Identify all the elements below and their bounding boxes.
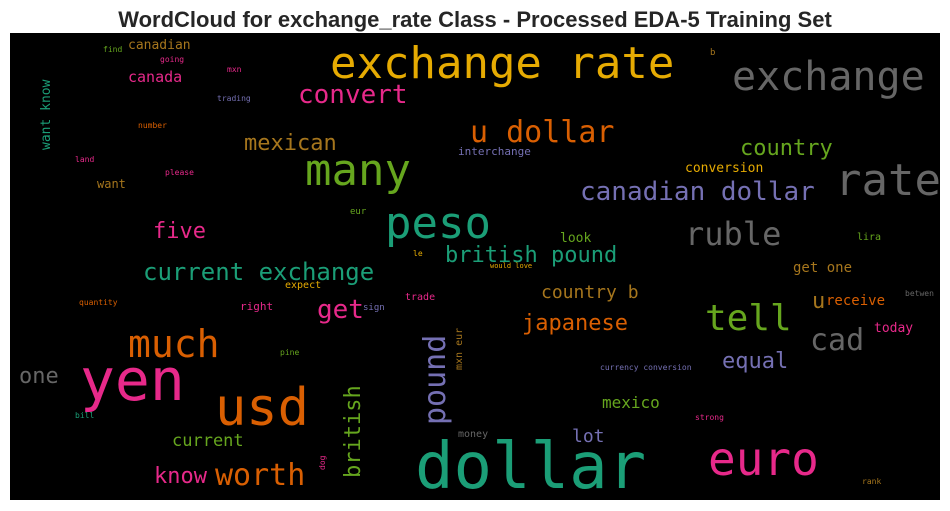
word: right [240, 300, 273, 313]
word: interchange [458, 145, 531, 158]
word: u [812, 289, 825, 314]
word: please [165, 168, 194, 177]
word: lot [572, 426, 605, 447]
word: receive [826, 293, 885, 309]
word: rate [835, 155, 941, 206]
word: worth [215, 458, 305, 493]
word: tell [705, 298, 792, 339]
word: get [317, 295, 364, 325]
word: le [413, 249, 423, 258]
word: currency conversion [600, 363, 692, 372]
word: expect [285, 280, 321, 291]
word: strong [695, 413, 724, 422]
word: want [97, 177, 126, 191]
word: trading [217, 94, 251, 103]
word: money [458, 429, 488, 440]
word: bill [75, 411, 94, 420]
word: eur [350, 207, 367, 217]
word: dog [318, 455, 327, 470]
word: find [103, 45, 122, 54]
word: yen [80, 346, 185, 414]
word: mxn eur [454, 328, 465, 370]
word: get one [793, 260, 852, 276]
word: current exchange [143, 258, 374, 286]
word: today [874, 321, 913, 336]
word: japanese [522, 311, 628, 336]
word: sign [363, 303, 385, 313]
word: british [341, 385, 366, 478]
word: trade [405, 292, 435, 303]
chart-title: WordCloud for exchange_rate Class - Proc… [118, 7, 832, 32]
word: would love [490, 262, 532, 270]
word: exchange rate [330, 38, 674, 89]
word: betwen [905, 289, 934, 298]
word: country [740, 136, 833, 161]
word: mxn [227, 65, 242, 74]
word: pine [280, 348, 299, 357]
word: want know [39, 79, 54, 150]
word: canadian [128, 38, 191, 53]
word: number [138, 121, 167, 130]
word: u dollar [470, 115, 615, 150]
word: exchange [732, 54, 925, 100]
word: land [75, 155, 94, 164]
word: know [154, 464, 208, 489]
word: pound [418, 335, 453, 425]
word: country b [541, 282, 639, 303]
word: convert [298, 80, 408, 110]
word: cad [810, 323, 864, 358]
word: conversion [685, 161, 763, 176]
word: quantity [79, 298, 118, 307]
word: ruble [685, 215, 781, 253]
word: rank [862, 477, 881, 486]
word: b [710, 48, 715, 58]
cloud-background [10, 33, 940, 500]
word: five [153, 219, 206, 244]
word: usd [215, 378, 309, 438]
word: peso [385, 198, 491, 249]
word: one [19, 364, 59, 389]
word: british pound [445, 243, 617, 268]
word: mexico [602, 393, 660, 412]
word: equal [722, 349, 788, 374]
word: current [172, 431, 244, 451]
word: canada [128, 68, 182, 86]
word: much [128, 322, 220, 366]
word: mexican [244, 131, 337, 156]
word: euro [708, 432, 819, 486]
word: canadian dollar [580, 177, 815, 207]
word: dollar [415, 430, 646, 504]
word: going [160, 55, 184, 64]
word: many [305, 145, 411, 196]
word: look [560, 231, 591, 246]
word: lira [857, 232, 881, 243]
